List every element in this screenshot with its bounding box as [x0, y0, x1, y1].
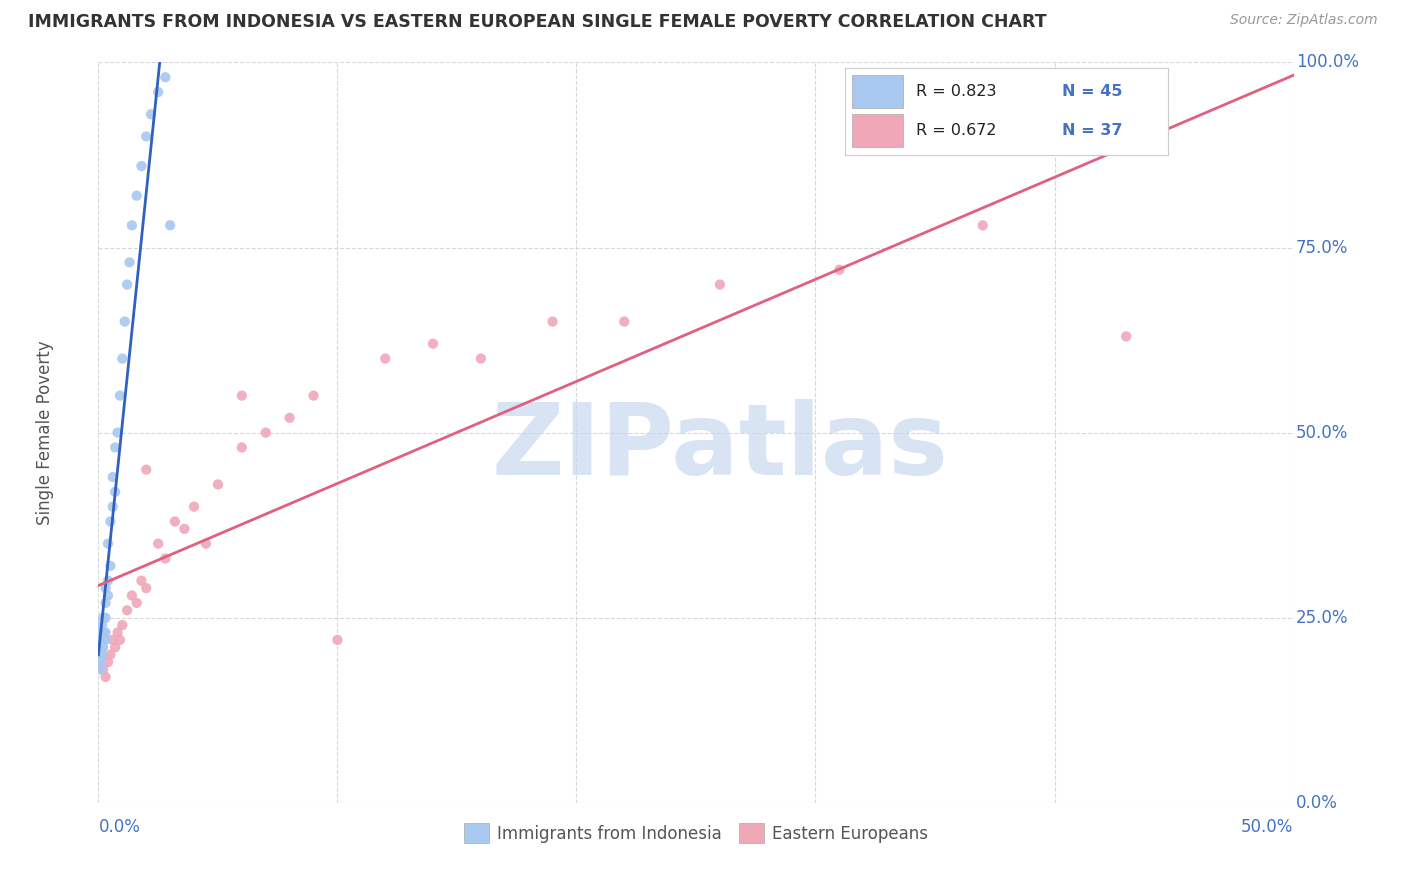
Point — [90, 640, 112, 655]
Text: 0.0%: 0.0% — [1296, 794, 1337, 812]
Point — [131, 159, 153, 173]
Point — [98, 515, 122, 529]
Point — [114, 314, 136, 328]
Point — [131, 574, 153, 588]
Point — [1115, 329, 1137, 343]
Text: 75.0%: 75.0% — [1296, 238, 1348, 257]
Point — [470, 351, 492, 366]
Point — [111, 351, 134, 366]
Point — [613, 314, 636, 328]
Point — [121, 219, 143, 233]
Point — [828, 262, 851, 277]
Point — [91, 632, 114, 647]
Text: 0.0%: 0.0% — [98, 818, 141, 836]
Point — [374, 351, 396, 366]
Point — [94, 670, 117, 684]
Point — [90, 655, 112, 669]
Point — [89, 655, 111, 669]
Point — [108, 632, 131, 647]
Point — [115, 277, 138, 292]
Point — [148, 85, 170, 99]
Point — [97, 655, 120, 669]
Point — [139, 107, 162, 121]
Text: 100.0%: 100.0% — [1296, 54, 1360, 71]
Point — [104, 484, 127, 499]
Point — [231, 441, 253, 455]
Point — [89, 640, 111, 655]
Point — [231, 388, 253, 402]
Point — [90, 625, 112, 640]
Point — [326, 632, 349, 647]
Point — [121, 589, 143, 603]
Point — [91, 648, 114, 662]
Point — [108, 388, 131, 402]
Point — [115, 603, 138, 617]
Point — [163, 515, 186, 529]
Point — [91, 640, 114, 655]
Text: Source: ZipAtlas.com: Source: ZipAtlas.com — [1230, 13, 1378, 28]
Point — [135, 462, 157, 476]
Point — [104, 640, 127, 655]
Point — [101, 632, 124, 647]
Point — [97, 536, 120, 550]
Text: 25.0%: 25.0% — [1296, 608, 1348, 627]
Point — [107, 625, 129, 640]
Point — [118, 255, 141, 269]
Point — [183, 500, 205, 514]
Point — [91, 640, 114, 655]
Point — [155, 70, 177, 85]
Point — [101, 500, 124, 514]
Point — [107, 425, 129, 440]
Point — [278, 410, 301, 425]
Point — [541, 314, 564, 328]
Point — [135, 581, 157, 595]
Legend: Immigrants from Indonesia, Eastern Europeans: Immigrants from Indonesia, Eastern Europ… — [457, 816, 935, 850]
Point — [302, 388, 325, 402]
Point — [94, 625, 117, 640]
Point — [97, 589, 120, 603]
Point — [125, 596, 148, 610]
Point — [254, 425, 277, 440]
Text: ZIPatlas: ZIPatlas — [492, 399, 948, 496]
Point — [148, 536, 170, 550]
Point — [195, 536, 218, 550]
Point — [173, 522, 195, 536]
Point — [97, 574, 120, 588]
Text: IMMIGRANTS FROM INDONESIA VS EASTERN EUROPEAN SINGLE FEMALE POVERTY CORRELATION : IMMIGRANTS FROM INDONESIA VS EASTERN EUR… — [28, 13, 1046, 31]
Point — [125, 188, 148, 202]
Point — [135, 129, 157, 144]
Point — [94, 596, 117, 610]
Point — [104, 441, 127, 455]
Point — [94, 581, 117, 595]
Point — [94, 610, 117, 624]
Point — [101, 470, 124, 484]
Point — [207, 477, 229, 491]
Point — [155, 551, 177, 566]
Point — [422, 336, 444, 351]
Point — [90, 648, 112, 662]
Point — [159, 219, 181, 233]
Text: 50.0%: 50.0% — [1241, 818, 1294, 836]
Point — [98, 558, 122, 573]
Point — [89, 648, 111, 662]
Point — [90, 632, 112, 647]
Point — [91, 618, 114, 632]
Point — [111, 618, 134, 632]
Point — [709, 277, 731, 292]
Point — [90, 663, 112, 677]
Point — [91, 663, 114, 677]
Point — [972, 219, 994, 233]
Text: Single Female Poverty: Single Female Poverty — [35, 341, 53, 524]
Point — [94, 632, 117, 647]
Text: 50.0%: 50.0% — [1296, 424, 1348, 442]
Point — [91, 625, 114, 640]
Point — [89, 632, 111, 647]
Point — [91, 610, 114, 624]
Point — [98, 648, 122, 662]
